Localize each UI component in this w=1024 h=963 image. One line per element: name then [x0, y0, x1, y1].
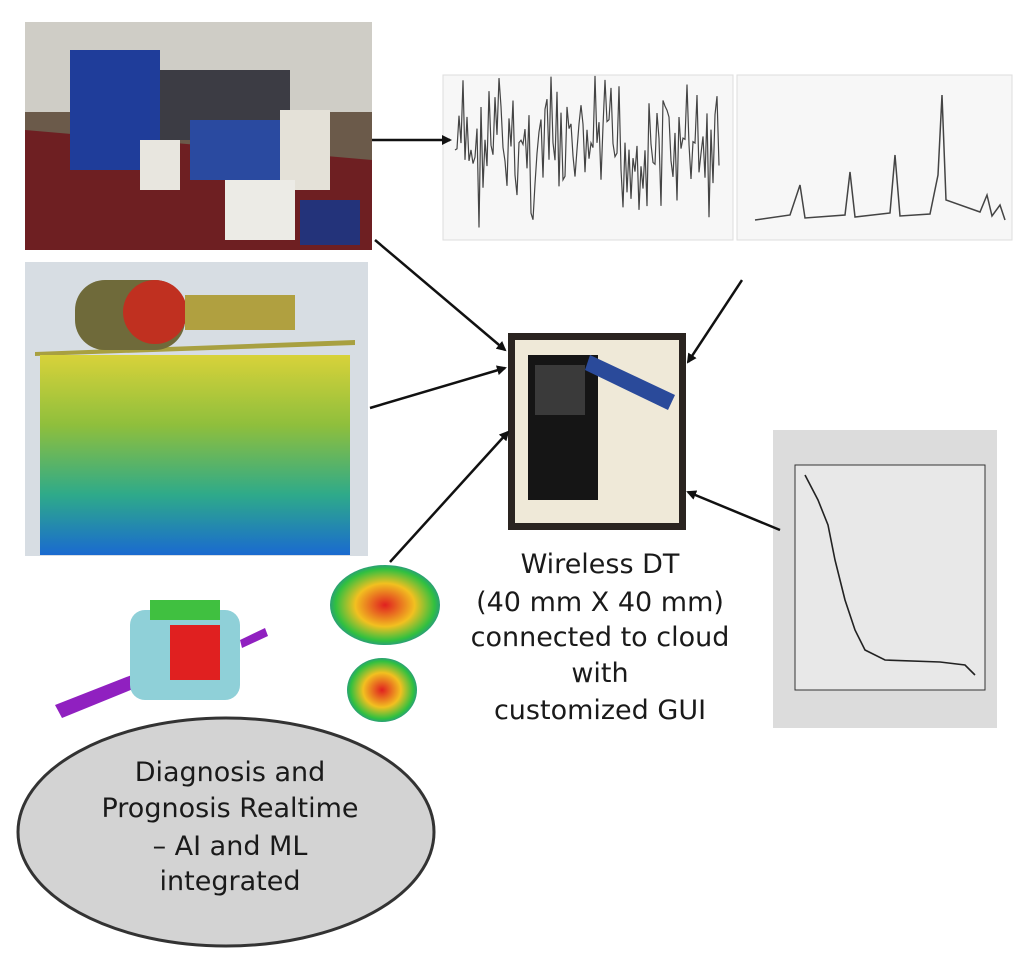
- arrows: [369, 135, 781, 563]
- caption-line: Wireless DT: [521, 549, 680, 580]
- caption-line: (40 mm X 40 mm): [476, 587, 724, 618]
- lab-photo: [25, 22, 372, 250]
- ellipse-line: Diagnosis and: [135, 757, 326, 788]
- ellipse-line: – AI and ML: [153, 831, 308, 862]
- vibration-chart: [442, 74, 734, 241]
- device-caption: Wireless DT (40 mm X 40 mm) connected to…: [471, 549, 730, 726]
- spectrum-chart: [736, 74, 1013, 241]
- ellipse-line: Prognosis Realtime: [101, 793, 358, 824]
- fea-casing: [25, 262, 368, 556]
- device-photo: [508, 333, 686, 530]
- ellipse-line: integrated: [160, 866, 301, 897]
- caption-line: with: [571, 658, 628, 689]
- motor-fea: [55, 565, 440, 722]
- diagnosis-ellipse: Diagnosis and Prognosis Realtime – AI an…: [16, 716, 436, 948]
- decay-chart: [773, 430, 997, 728]
- caption-line: customized GUI: [494, 695, 706, 726]
- caption-line: connected to cloud: [471, 622, 730, 653]
